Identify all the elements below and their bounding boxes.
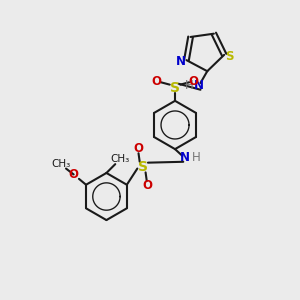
Text: CH₃: CH₃ — [52, 159, 71, 169]
Text: O: O — [188, 75, 198, 88]
Text: S: S — [170, 81, 180, 95]
Text: S: S — [138, 160, 148, 174]
Text: N: N — [194, 79, 203, 92]
Text: S: S — [225, 50, 234, 63]
Text: O: O — [152, 75, 162, 88]
Text: H: H — [185, 79, 194, 92]
Text: N: N — [176, 55, 186, 68]
Text: O: O — [142, 179, 152, 192]
Text: H: H — [192, 151, 201, 164]
Text: O: O — [133, 142, 143, 155]
Text: CH₃: CH₃ — [110, 154, 130, 164]
Text: N: N — [180, 151, 190, 164]
Text: O: O — [69, 168, 79, 181]
